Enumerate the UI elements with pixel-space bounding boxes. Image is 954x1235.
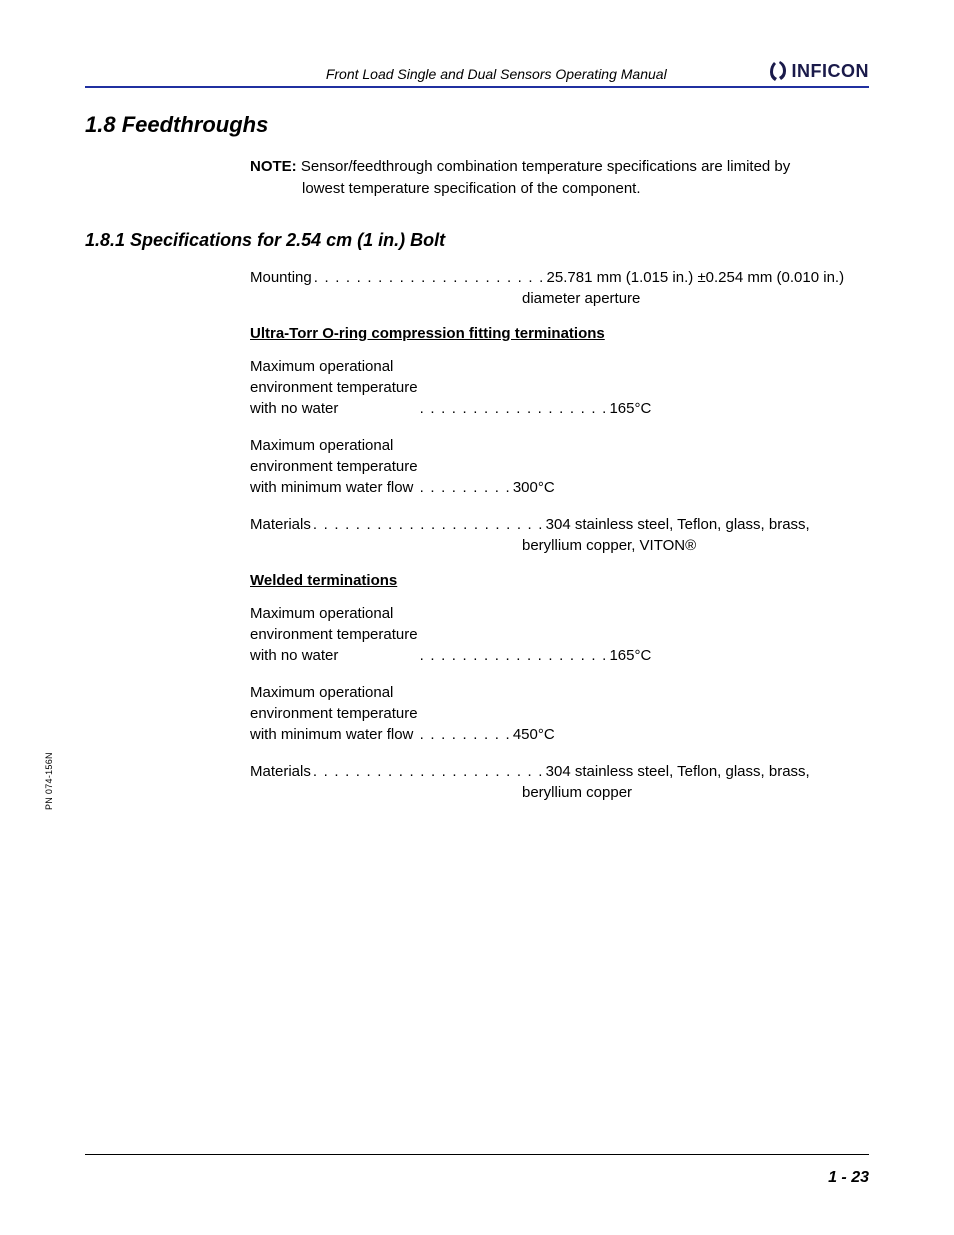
note-line1: NOTE: Sensor/feedthrough combination tem… xyxy=(250,156,869,178)
spec-row: Materials . . . . . . . . . . . . . . . … xyxy=(250,514,869,535)
spec-value-cont: beryllium copper, VITON® xyxy=(250,535,869,556)
spec-value: 300°C xyxy=(513,477,555,498)
doc-title: Front Load Single and Dual Sensors Opera… xyxy=(85,66,768,82)
inficon-logo-icon xyxy=(768,60,788,82)
group2-header: Welded terminations xyxy=(250,572,869,589)
spec-label: Maximum operational environment temperat… xyxy=(250,603,418,666)
spec-label: Maximum operational environment temperat… xyxy=(250,682,418,745)
spec-value: 165°C xyxy=(609,398,651,419)
spec-dots: . . . . . . . . . xyxy=(418,477,513,498)
subsection-heading: 1.8.1 Specifications for 2.54 cm (1 in.)… xyxy=(85,230,869,251)
spec-label: Materials xyxy=(250,514,311,535)
spec-row: Materials . . . . . . . . . . . . . . . … xyxy=(250,761,869,782)
page-header: Front Load Single and Dual Sensors Opera… xyxy=(85,60,869,82)
spec-value-cont: diameter aperture xyxy=(250,288,869,309)
spec-row: Mounting . . . . . . . . . . . . . . . .… xyxy=(250,267,869,288)
group1-header: Ultra-Torr O-ring compression fitting te… xyxy=(250,325,869,342)
spec-dots: . . . . . . . . . xyxy=(418,724,513,745)
spec-label: Mounting xyxy=(250,267,312,288)
spec-row-g2-2: Materials . . . . . . . . . . . . . . . … xyxy=(250,761,869,803)
spec-value: 25.781 mm (1.015 in.) ±0.254 mm (0.010 i… xyxy=(547,267,845,288)
spec-value: 304 stainless steel, Teflon, glass, bras… xyxy=(546,514,810,535)
spec-row: Maximum operational environment temperat… xyxy=(250,682,869,745)
spec-row-g2-1: Maximum operational environment temperat… xyxy=(250,682,869,745)
spec-row: Maximum operational environment temperat… xyxy=(250,435,869,498)
page-number: 1 - 23 xyxy=(828,1169,869,1187)
spec-mounting: Mounting . . . . . . . . . . . . . . . .… xyxy=(250,267,869,309)
spec-content: Mounting . . . . . . . . . . . . . . . .… xyxy=(250,267,869,803)
spec-value-cont: beryllium copper xyxy=(250,782,869,803)
page: Front Load Single and Dual Sensors Opera… xyxy=(0,0,954,1235)
spec-row: Maximum operational environment temperat… xyxy=(250,603,869,666)
spec-dots: . . . . . . . . . . . . . . . . . . . . … xyxy=(311,761,546,782)
footer-rule xyxy=(85,1154,869,1155)
note-text-line2: lowest temperature specification of the … xyxy=(250,178,869,200)
spec-dots: . . . . . . . . . . . . . . . . . . xyxy=(418,398,610,419)
spec-dots: . . . . . . . . . . . . . . . . . . xyxy=(418,645,610,666)
header-rule xyxy=(85,86,869,88)
spec-label: Maximum operational environment temperat… xyxy=(250,356,418,419)
spec-value: 450°C xyxy=(513,724,555,745)
spec-dots: . . . . . . . . . . . . . . . . . . . . … xyxy=(312,267,547,288)
spec-row-g1-0: Maximum operational environment temperat… xyxy=(250,356,869,419)
part-number: PN 074-156N xyxy=(44,752,54,810)
note-label: NOTE: xyxy=(250,158,297,175)
spec-row-g1-1: Maximum operational environment temperat… xyxy=(250,435,869,498)
spec-row-g1-2: Materials . . . . . . . . . . . . . . . … xyxy=(250,514,869,556)
brand-logo: INFICON xyxy=(768,60,870,82)
spec-dots: . . . . . . . . . . . . . . . . . . . . … xyxy=(311,514,546,535)
note-text-line1: Sensor/feedthrough combination temperatu… xyxy=(301,158,790,175)
note-block: NOTE: Sensor/feedthrough combination tem… xyxy=(250,156,869,200)
spec-label: Materials xyxy=(250,761,311,782)
section-heading: 1.8 Feedthroughs xyxy=(85,112,869,138)
spec-label: Maximum operational environment temperat… xyxy=(250,435,418,498)
brand-logo-text: INFICON xyxy=(792,61,870,82)
spec-value: 304 stainless steel, Teflon, glass, bras… xyxy=(546,761,810,782)
spec-row: Maximum operational environment temperat… xyxy=(250,356,869,419)
spec-row-g2-0: Maximum operational environment temperat… xyxy=(250,603,869,666)
spec-value: 165°C xyxy=(609,645,651,666)
